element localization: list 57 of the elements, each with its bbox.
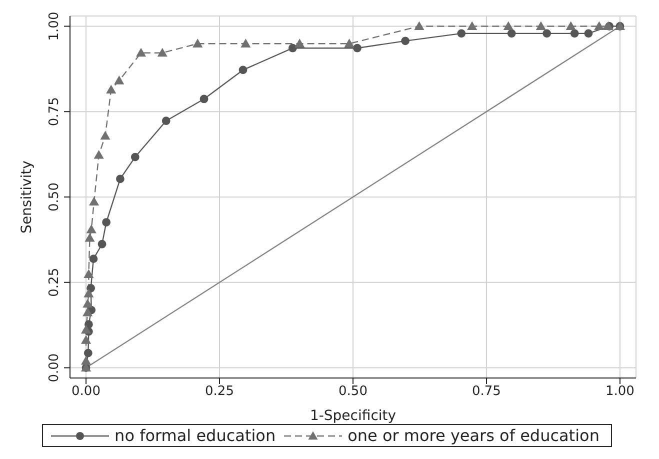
legend-label: one or more years of education bbox=[348, 426, 600, 445]
point bbox=[80, 356, 92, 365]
point bbox=[100, 130, 110, 140]
point bbox=[89, 254, 98, 264]
point bbox=[344, 38, 354, 48]
point bbox=[401, 36, 410, 46]
point bbox=[116, 174, 124, 184]
point bbox=[507, 29, 516, 38]
point bbox=[88, 196, 100, 206]
point bbox=[136, 48, 146, 57]
x-tick-label: 0.75 bbox=[472, 384, 501, 400]
y-tick-label: 0.25 bbox=[47, 268, 62, 297]
x-axis-title: 1-Specificity bbox=[310, 408, 396, 424]
point bbox=[594, 21, 604, 30]
x-tick-label: 1.00 bbox=[606, 384, 634, 400]
point bbox=[84, 288, 94, 298]
point bbox=[584, 29, 593, 38]
point bbox=[80, 324, 92, 334]
point bbox=[102, 218, 111, 226]
point bbox=[130, 152, 140, 162]
point bbox=[162, 116, 170, 126]
point bbox=[294, 38, 305, 48]
point bbox=[467, 21, 478, 30]
point bbox=[240, 38, 251, 48]
y-tick-label: 0.75 bbox=[47, 97, 62, 126]
point bbox=[288, 44, 297, 52]
point bbox=[192, 38, 203, 48]
point bbox=[503, 21, 514, 30]
point bbox=[82, 307, 93, 316]
point bbox=[353, 44, 362, 52]
point bbox=[566, 21, 576, 30]
point bbox=[536, 21, 546, 30]
point bbox=[238, 66, 248, 74]
point bbox=[457, 29, 466, 38]
point bbox=[114, 76, 124, 84]
y-axis-title: Sensitivity bbox=[18, 160, 35, 234]
point bbox=[542, 29, 552, 38]
point bbox=[570, 29, 579, 38]
point bbox=[414, 21, 424, 30]
point bbox=[94, 150, 104, 159]
point bbox=[157, 48, 168, 57]
point bbox=[84, 320, 93, 329]
x-tick-label: 0.00 bbox=[72, 384, 100, 400]
x-tick-label: 0.50 bbox=[338, 384, 368, 400]
x-tick-label: 0.25 bbox=[205, 384, 234, 400]
point bbox=[86, 224, 96, 234]
y-tick-label: 1.00 bbox=[47, 12, 62, 41]
point bbox=[106, 84, 116, 94]
point bbox=[84, 269, 94, 278]
point bbox=[84, 232, 95, 242]
y-tick-label: 0.50 bbox=[47, 182, 62, 212]
point bbox=[82, 298, 93, 308]
point bbox=[80, 335, 92, 344]
point bbox=[84, 348, 92, 358]
legend-label: no formal education bbox=[114, 426, 276, 445]
point bbox=[98, 240, 106, 248]
point bbox=[200, 94, 208, 104]
